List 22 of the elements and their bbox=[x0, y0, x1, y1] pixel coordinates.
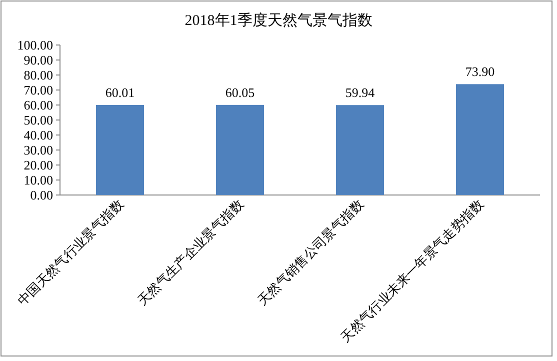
chart-title: 2018年1季度天然气景气指数 bbox=[184, 12, 372, 29]
bar bbox=[336, 105, 384, 195]
data-label: 60.01 bbox=[105, 84, 135, 100]
x-tick-label: 天然气生产企业景气指数 bbox=[134, 196, 246, 308]
y-tick-label: 40.00 bbox=[24, 128, 53, 142]
y-tick-label: 100.00 bbox=[17, 38, 53, 52]
y-tick-label: 50.00 bbox=[24, 112, 53, 128]
y-tick-label: 60.00 bbox=[24, 98, 53, 112]
y-tick-label: 20.00 bbox=[24, 158, 53, 172]
y-tick-label: 70.00 bbox=[24, 82, 53, 98]
data-label: 59.94 bbox=[345, 85, 376, 100]
data-label: 73.90 bbox=[465, 64, 495, 80]
y-tick-label: 30.00 bbox=[24, 142, 53, 158]
x-tick-label: 天然气销售公司景气指数 bbox=[254, 196, 366, 308]
y-tick-label: 0.00 bbox=[30, 188, 53, 202]
bar bbox=[96, 104, 144, 195]
data-label: 60.05 bbox=[225, 84, 255, 100]
y-tick-label: 10.00 bbox=[24, 172, 53, 188]
bar bbox=[456, 84, 504, 195]
y-tick-label: 90.00 bbox=[24, 52, 53, 68]
bar bbox=[216, 104, 264, 195]
y-tick-label: 80.00 bbox=[24, 68, 53, 82]
